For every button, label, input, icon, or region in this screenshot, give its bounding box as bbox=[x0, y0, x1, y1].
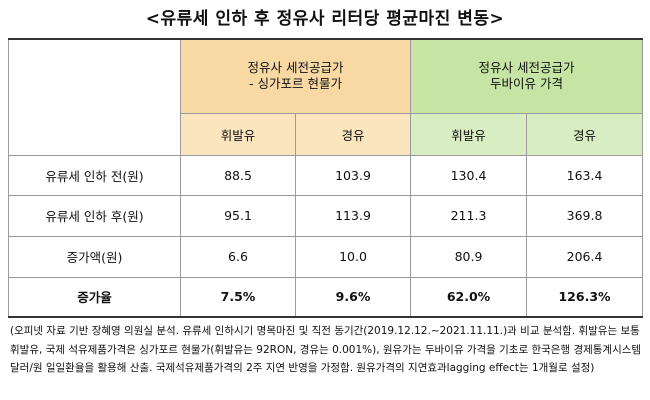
table-cell: 130.4 bbox=[410, 154, 528, 196]
header-diesel-singapore: 경유 bbox=[294, 112, 412, 156]
header-dubai-line2: 두바이유 가격 bbox=[490, 76, 564, 92]
table-cell: 80.9 bbox=[410, 235, 528, 278]
margin-table: 정유사 세전공급가 - 싱가포르 현물가 정유사 세전공급가 두바이유 가격 휘… bbox=[8, 38, 644, 318]
table-cell: 62.0% bbox=[410, 276, 528, 318]
header-diesel-dubai: 경유 bbox=[526, 112, 644, 156]
corner-cell bbox=[8, 38, 181, 156]
row-label: 증가액(원) bbox=[8, 235, 181, 278]
table-row-total: 증가율 7.5% 9.6% 62.0% 126.3% bbox=[8, 276, 644, 318]
source-note: (오피넷 자료 기반 장혜영 의원실 분석. 유류세 인하시기 명목마진 및 직… bbox=[10, 325, 642, 374]
table-cell: 7.5% bbox=[180, 276, 296, 318]
table-cell: 10.0 bbox=[294, 235, 412, 278]
header-singapore-line2: - 싱가포르 현물가 bbox=[249, 76, 342, 92]
header-dubai-group: 정유사 세전공급가 두바이유 가격 bbox=[410, 38, 644, 114]
table-row: 증가액(원) 6.6 10.0 80.9 206.4 bbox=[8, 235, 644, 278]
table-cell: 211.3 bbox=[410, 194, 528, 237]
table-cell: 88.5 bbox=[180, 154, 296, 196]
header-row-group: 정유사 세전공급가 - 싱가포르 현물가 정유사 세전공급가 두바이유 가격 bbox=[8, 38, 644, 156]
row-label: 유류세 인하 후(원) bbox=[8, 194, 181, 237]
table-cell: 206.4 bbox=[526, 235, 644, 278]
table-cell: 126.3% bbox=[526, 276, 644, 318]
table-cell: 95.1 bbox=[180, 194, 296, 237]
table-row: 유류세 인하 후(원) 95.1 113.9 211.3 369.8 bbox=[8, 194, 644, 237]
header-dubai-line1: 정유사 세전공급가 bbox=[478, 60, 575, 76]
header-singapore-line1: 정유사 세전공급가 bbox=[247, 60, 344, 76]
table-cell: 163.4 bbox=[526, 154, 644, 196]
page-title: <유류세 인하 후 정유사 리터당 평균마진 변동> bbox=[145, 9, 505, 29]
table-cell: 103.9 bbox=[294, 154, 412, 196]
header-row-fuel: 휘발유 경유 휘발유 경유 bbox=[9, 112, 644, 156]
row-label: 증가율 bbox=[8, 276, 181, 318]
table-row: 유류세 인하 전(원) 88.5 103.9 130.4 163.4 bbox=[8, 154, 644, 196]
table-cell: 369.8 bbox=[526, 194, 644, 237]
table-cell: 6.6 bbox=[180, 235, 296, 278]
header-gasoline-singapore: 휘발유 bbox=[180, 112, 296, 156]
row-label: 유류세 인하 전(원) bbox=[8, 154, 181, 196]
header-singapore-group: 정유사 세전공급가 - 싱가포르 현물가 bbox=[179, 38, 412, 114]
table-cell: 113.9 bbox=[294, 194, 412, 237]
table-cell: 9.6% bbox=[294, 276, 412, 318]
header-gasoline-dubai: 휘발유 bbox=[410, 112, 528, 156]
